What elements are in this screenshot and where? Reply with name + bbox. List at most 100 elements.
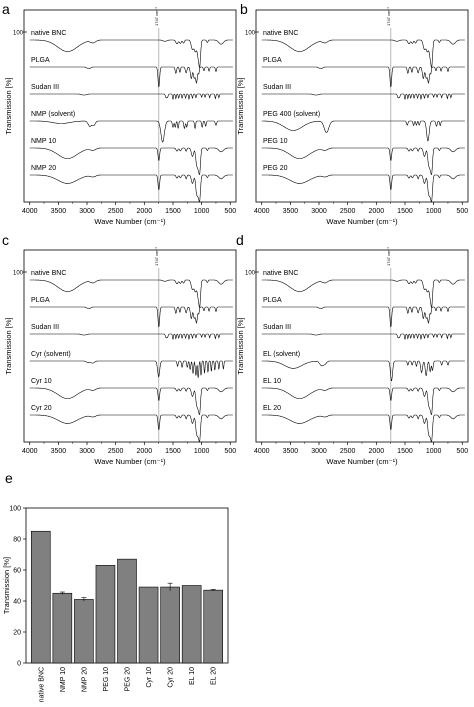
spectrum-line	[261, 174, 465, 202]
x-tick-label: native BNC	[38, 667, 45, 702]
series-label: PEG 400 (solvent)	[263, 111, 320, 118]
x-tick-label: 1000	[426, 448, 442, 455]
spectrum-line	[261, 414, 465, 442]
x-tick-label: 1500	[397, 448, 413, 455]
series-label: Cyr 10	[31, 378, 52, 385]
x-tick-label: 4000	[22, 208, 38, 215]
x-tick-label: 3500	[283, 208, 299, 215]
x-tick-label: 3500	[51, 448, 67, 455]
x-tick-label: 3500	[51, 208, 67, 215]
x-tick-label: PEG 20	[125, 667, 132, 692]
spectrum-line	[29, 306, 233, 327]
x-tick-label: 2000	[137, 448, 153, 455]
spectrum-line	[261, 93, 465, 100]
series-label: Sudan III	[31, 324, 59, 331]
plot-frame	[23, 249, 237, 443]
ftir-panel-c: c 4000 3500 3000 2500 2000 1500 1000 500 Wave Num…	[2, 232, 237, 466]
bar	[138, 586, 159, 664]
series-label: native BNC	[263, 270, 298, 277]
y-axis-title: Transmission [%]	[236, 77, 245, 134]
ftir-panel-a: a 4000 3500 3000 2500 2000 1500 1000 500 Wave Num…	[2, 1, 237, 226]
scale-label: 100	[13, 31, 24, 37]
panel-letter: c	[2, 232, 9, 248]
series-label: Cyr (solvent)	[31, 351, 71, 358]
series-label: Sudan III	[263, 324, 291, 331]
spectrum-line	[261, 360, 465, 381]
marker-label: 1747 cm⁻¹	[386, 247, 391, 266]
y-axis-title: Transmission [%]	[4, 77, 13, 134]
series-label: native BNC	[31, 270, 66, 277]
series-label: Sudan III	[263, 84, 291, 91]
x-tick-label: EL 10	[189, 667, 196, 685]
spectrum-line	[29, 93, 233, 100]
x-tick-label: 1000	[194, 208, 210, 215]
x-tick-label: 2000	[369, 448, 385, 455]
series-label: native BNC	[31, 30, 66, 37]
x-tick-label: 2000	[137, 208, 153, 215]
spectrum-line	[29, 174, 233, 202]
x-axis-title: Wave Number (cm⁻¹)	[94, 217, 166, 226]
x-tick-label: 500	[224, 208, 236, 215]
bar	[160, 586, 180, 664]
x-tick-label: 500	[456, 208, 468, 215]
x-tick-label: 500	[456, 448, 468, 455]
series-label: PLGA	[31, 57, 50, 64]
panel-letter: d	[236, 232, 244, 248]
x-axis-title: Wave Number (cm⁻¹)	[326, 457, 398, 466]
scale-label: 100	[245, 31, 256, 37]
x-tick-label: 2500	[340, 448, 356, 455]
spectrum-line	[29, 414, 233, 442]
bar-panel-e: e 0 20 40 60 80 100 Transmission [%] native BNC N…	[2, 470, 229, 702]
series-label: PLGA	[263, 297, 282, 304]
y-axis-title: Transmission [%]	[4, 317, 13, 374]
series-label: EL 20	[263, 405, 281, 412]
spectrum-line	[29, 39, 233, 69]
x-tick-label: 3000	[311, 448, 327, 455]
x-tick-label: PEG 10	[103, 667, 110, 692]
marker-label: 1747 cm⁻¹	[386, 7, 391, 26]
x-tick-label: 1500	[165, 448, 181, 455]
panel-letter: e	[5, 470, 13, 486]
x-tick-label: 3500	[283, 448, 299, 455]
series-label: PEG 20	[263, 165, 288, 172]
panel-letter: b	[240, 1, 248, 17]
x-tick-label: 1000	[426, 208, 442, 215]
x-tick-label: 3000	[79, 208, 95, 215]
x-tick-label: 2500	[108, 448, 124, 455]
series-label: NMP (solvent)	[31, 111, 75, 118]
bar	[52, 592, 73, 664]
bar	[117, 558, 137, 664]
x-tick-label: 2500	[340, 208, 356, 215]
x-tick-label: NMP 20	[81, 667, 88, 692]
spectrum-line	[29, 120, 233, 143]
y-axis-title: Transmission [%]	[236, 317, 245, 374]
series-label: Cyr 20	[31, 405, 52, 412]
spectrum-line	[29, 387, 233, 415]
bar	[203, 589, 224, 664]
x-tick-label: Cyr 20	[168, 667, 175, 688]
bar	[74, 599, 94, 664]
spectrum-line	[29, 147, 233, 175]
spectrum-line	[261, 66, 465, 87]
y-tick-label: 100	[9, 506, 21, 513]
bar	[30, 530, 51, 664]
spectrum-line	[29, 360, 233, 378]
x-tick-label: EL 20	[211, 667, 218, 685]
series-label: EL (solvent)	[263, 351, 300, 358]
x-tick-label: 1500	[165, 208, 181, 215]
panel-letter: a	[2, 1, 10, 17]
x-tick-label: 2000	[369, 208, 385, 215]
ftir-panel-b: b 4000 3500 3000 2500 2000 1500 1000 500 Wave Num…	[236, 1, 469, 226]
spectrum-line	[29, 66, 233, 87]
y-tick-label: 60	[13, 568, 21, 575]
x-tick-label: Cyr 10	[146, 667, 153, 688]
x-tick-label: 2500	[108, 208, 124, 215]
ftir-panel-d: d 4000 3500 3000 2500 2000 1500 1000 500 Wave Num…	[236, 232, 469, 466]
series-label: native BNC	[263, 30, 298, 37]
series-label: PEG 10	[263, 138, 288, 145]
x-tick-label: 4000	[254, 448, 270, 455]
spectrum-line	[261, 306, 465, 327]
spectrum-line	[261, 279, 465, 309]
x-tick-label: NMP 10	[60, 667, 67, 692]
